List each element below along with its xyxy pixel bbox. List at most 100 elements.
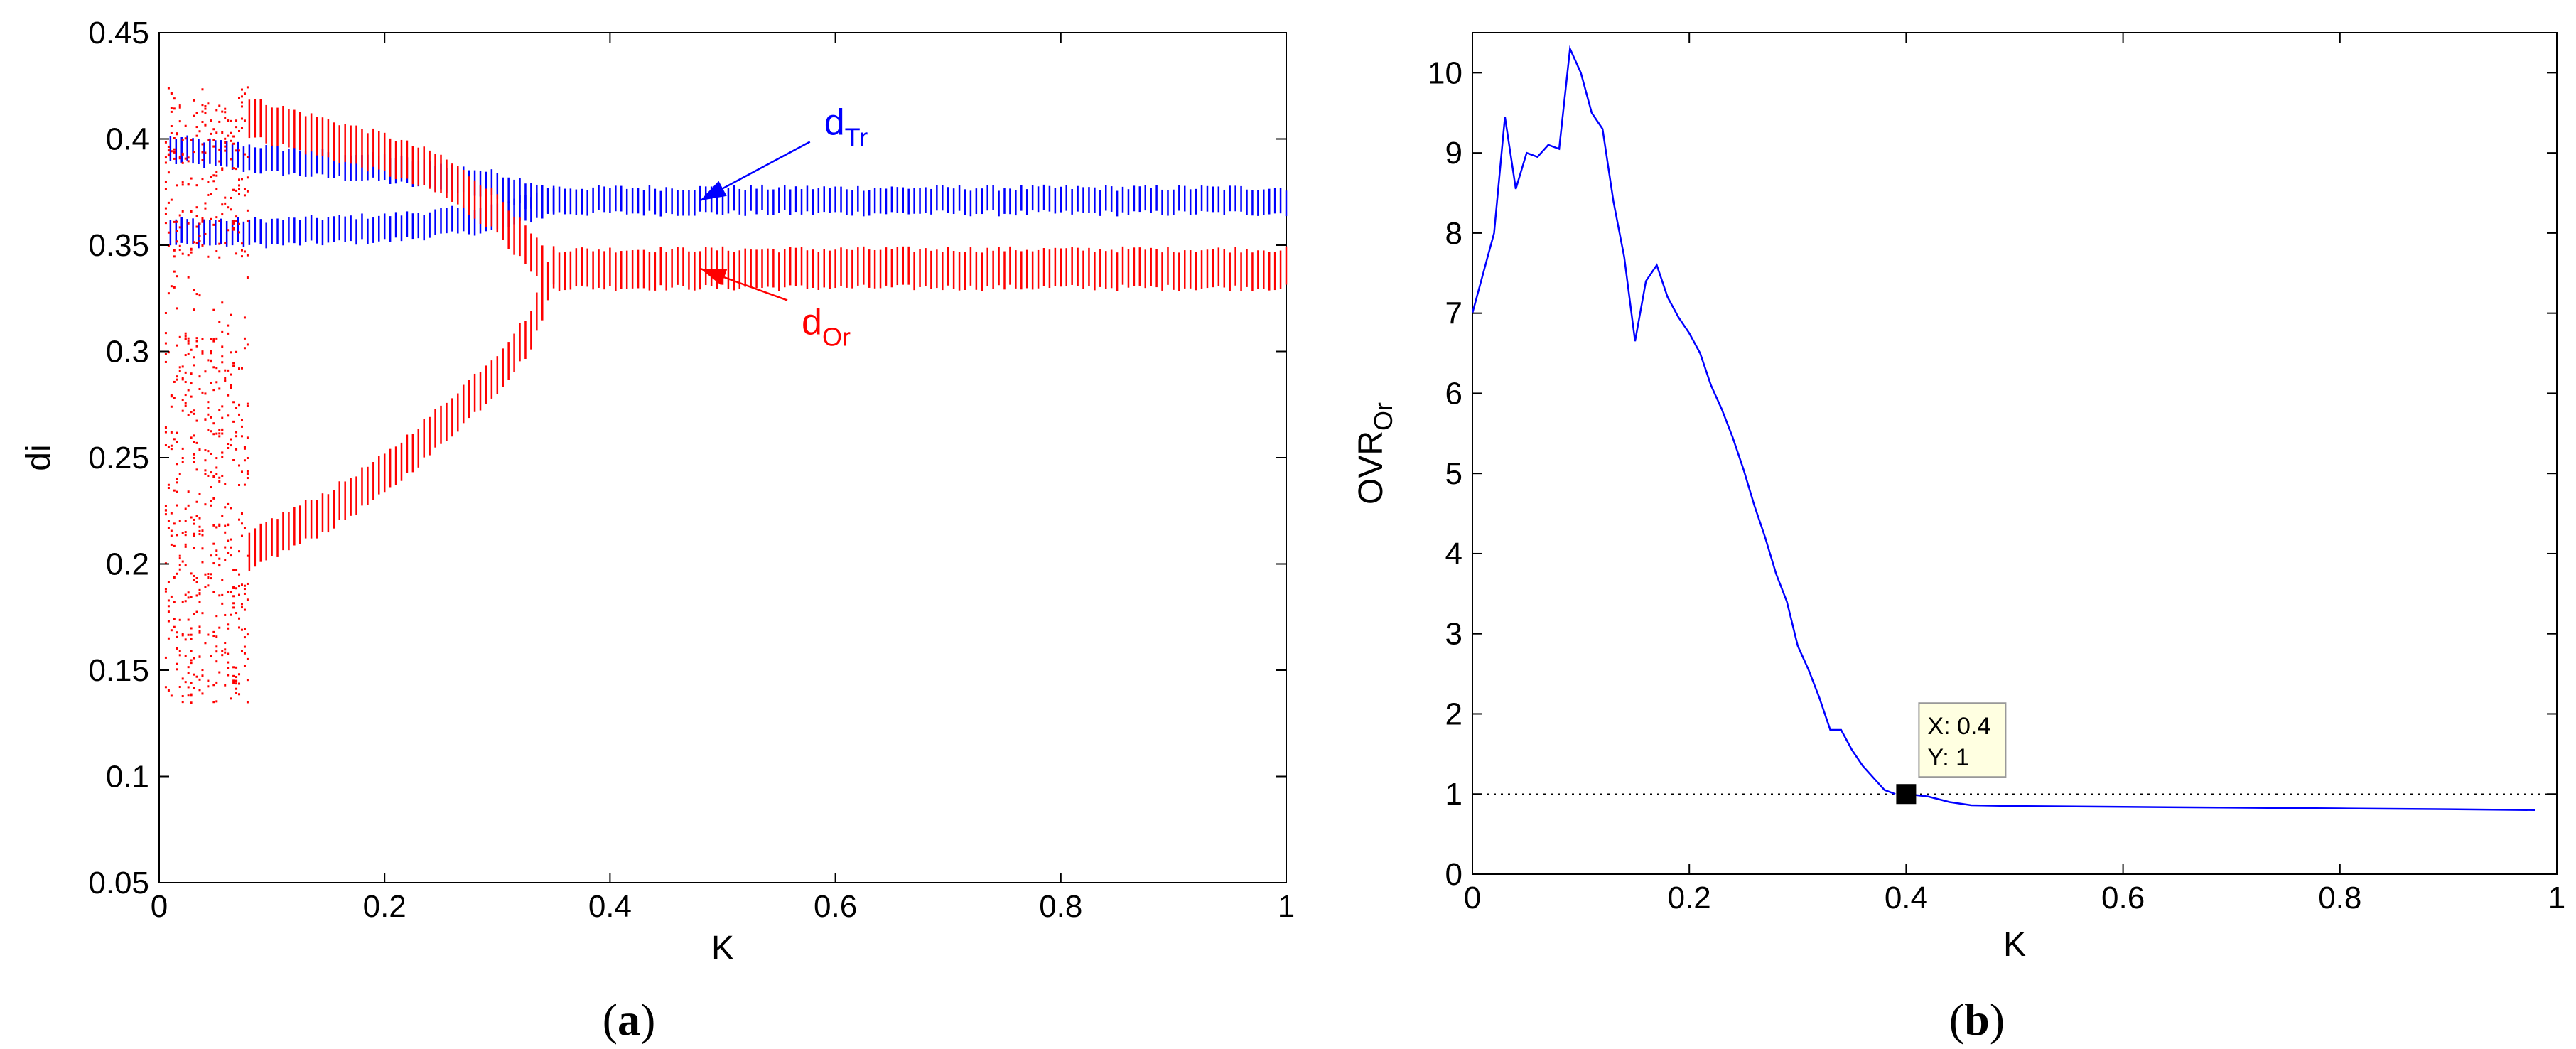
data-point-d-or-chaotic [246,86,249,89]
data-point-d-or-chaotic [210,176,212,178]
data-point-d-or-chaotic [212,338,215,341]
data-point-d-or-chaotic [232,674,235,677]
data-point-d-or-chaotic [221,451,224,454]
data-point-d-or-chaotic [173,137,176,140]
data-point-d-or-chaotic [235,149,238,152]
data-point-d-or-chaotic [178,335,181,338]
data-point-d-or-chaotic [227,394,230,397]
data-point-d-or-chaotic [181,378,184,381]
data-point-d-or-chaotic [243,188,246,190]
data-point-d-or-chaotic [181,139,184,141]
data-point-d-or-chaotic [198,529,201,532]
data-point-d-or-chaotic [190,694,193,697]
data-point-d-or-chaotic [181,252,184,255]
data-point-d-or-chaotic [210,504,212,507]
data-point-d-or-chaotic [184,371,187,374]
y-tick-label-a: 0.25 [88,441,149,475]
data-point-d-or-chaotic [221,602,224,605]
data-point-d-or-chaotic [170,444,173,447]
data-point-d-or-chaotic [193,574,195,577]
data-point-d-or-chaotic [167,610,170,613]
data-point-d-or-chaotic [201,561,204,564]
data-point-d-or-chaotic [173,576,176,579]
data-point-d-or-chaotic [240,435,243,438]
data-point-d-or-chaotic [235,666,238,669]
data-point-d-or-chaotic [178,618,181,621]
data-point-d-or-chaotic [170,125,173,128]
data-point-d-or-chaotic [238,573,241,576]
data-point-d-or-chaotic [181,677,184,680]
data-point-d-or-chaotic [176,478,178,480]
data-point-d-or-chaotic [240,101,243,104]
data-point-d-or-chaotic [164,656,167,659]
y-axis-label-b-sub: Or [1369,402,1398,431]
data-point-d-or-chaotic [204,202,207,205]
data-point-d-or-chaotic [238,413,241,416]
scatter-series-group-a [164,86,1288,704]
data-point-d-or-chaotic [193,409,195,412]
data-point-d-or-chaotic [221,301,224,304]
data-point-d-or-chaotic [201,529,204,532]
data-point-d-or-chaotic [246,436,249,439]
y-tick-label-b: 1 [1445,777,1462,812]
data-point-d-or-chaotic [235,119,238,122]
data-point-d-or-chaotic [243,665,246,667]
data-point-d-or-chaotic [246,657,249,660]
data-point-d-or-chaotic [178,473,181,475]
data-point-d-or-chaotic [243,608,246,611]
data-point-d-or-chaotic [201,217,204,220]
data-point-d-or-chaotic [184,534,187,537]
data-point-d-or-chaotic [204,459,207,462]
panel-label-b: (b) [1949,994,2005,1045]
data-point-d-or-chaotic [218,476,221,479]
data-point-d-or-chaotic [187,686,190,689]
data-point-d-or-chaotic [212,542,215,545]
data-point-d-or-chaotic [170,543,173,546]
x-tick-label-a: 0.8 [1039,889,1082,924]
data-point-d-or-chaotic [235,682,238,685]
data-point-d-or-chaotic [178,155,181,158]
data-point-d-or-chaotic [227,674,230,677]
data-point-d-or-chaotic [240,603,243,606]
data-point-d-or-chaotic [164,213,167,215]
series-label-main: d [824,102,845,144]
data-point-d-or-chaotic [227,119,230,122]
data-point-d-or-chaotic [195,345,198,348]
data-point-d-or-chaotic [215,174,218,177]
data-point-d-or-chaotic [181,560,184,563]
data-point-d-or-chaotic [184,394,187,397]
y-tick-label-b: 6 [1445,376,1462,411]
y-tick-label-b: 9 [1445,136,1462,171]
data-point-d-or-chaotic [173,625,176,628]
data-point-d-or-chaotic [201,547,204,550]
data-point-d-or-chaotic [176,375,178,378]
data-point-d-or-chaotic [230,373,232,376]
data-point-d-or-chaotic [178,650,181,652]
data-point-d-or-chaotic [184,157,187,160]
data-point-d-or-chaotic [246,343,249,346]
data-point-d-or-chaotic [207,102,210,105]
data-point-d-or-chaotic [230,546,232,549]
data-point-d-or-chaotic [187,504,190,507]
data-point-d-or-chaotic [198,222,201,225]
data-point-d-or-chaotic [227,229,230,232]
data-point-d-or-chaotic [167,581,170,583]
data-point-d-or-chaotic [167,637,170,640]
data-point-d-or-chaotic [173,489,176,492]
data-point-d-or-chaotic [240,522,243,525]
data-point-d-or-chaotic [210,430,212,433]
data-point-d-or-chaotic [176,307,178,310]
data-point-d-or-chaotic [164,141,167,144]
data-point-d-or-chaotic [201,534,204,537]
data-point-d-or-chaotic [227,627,230,630]
data-point-d-or-chaotic [173,249,176,252]
series-label-main: d [802,302,822,343]
data-point-d-or-chaotic [176,230,178,232]
data-point-d-or-chaotic [170,107,173,109]
data-point-d-or-chaotic [178,370,181,372]
data-point-d-or-chaotic [235,220,238,222]
data-point-d-or-chaotic [232,167,235,170]
data-point-d-or-chaotic [198,448,201,451]
data-point-d-or-chaotic [235,569,238,571]
data-point-d-or-chaotic [198,631,201,634]
